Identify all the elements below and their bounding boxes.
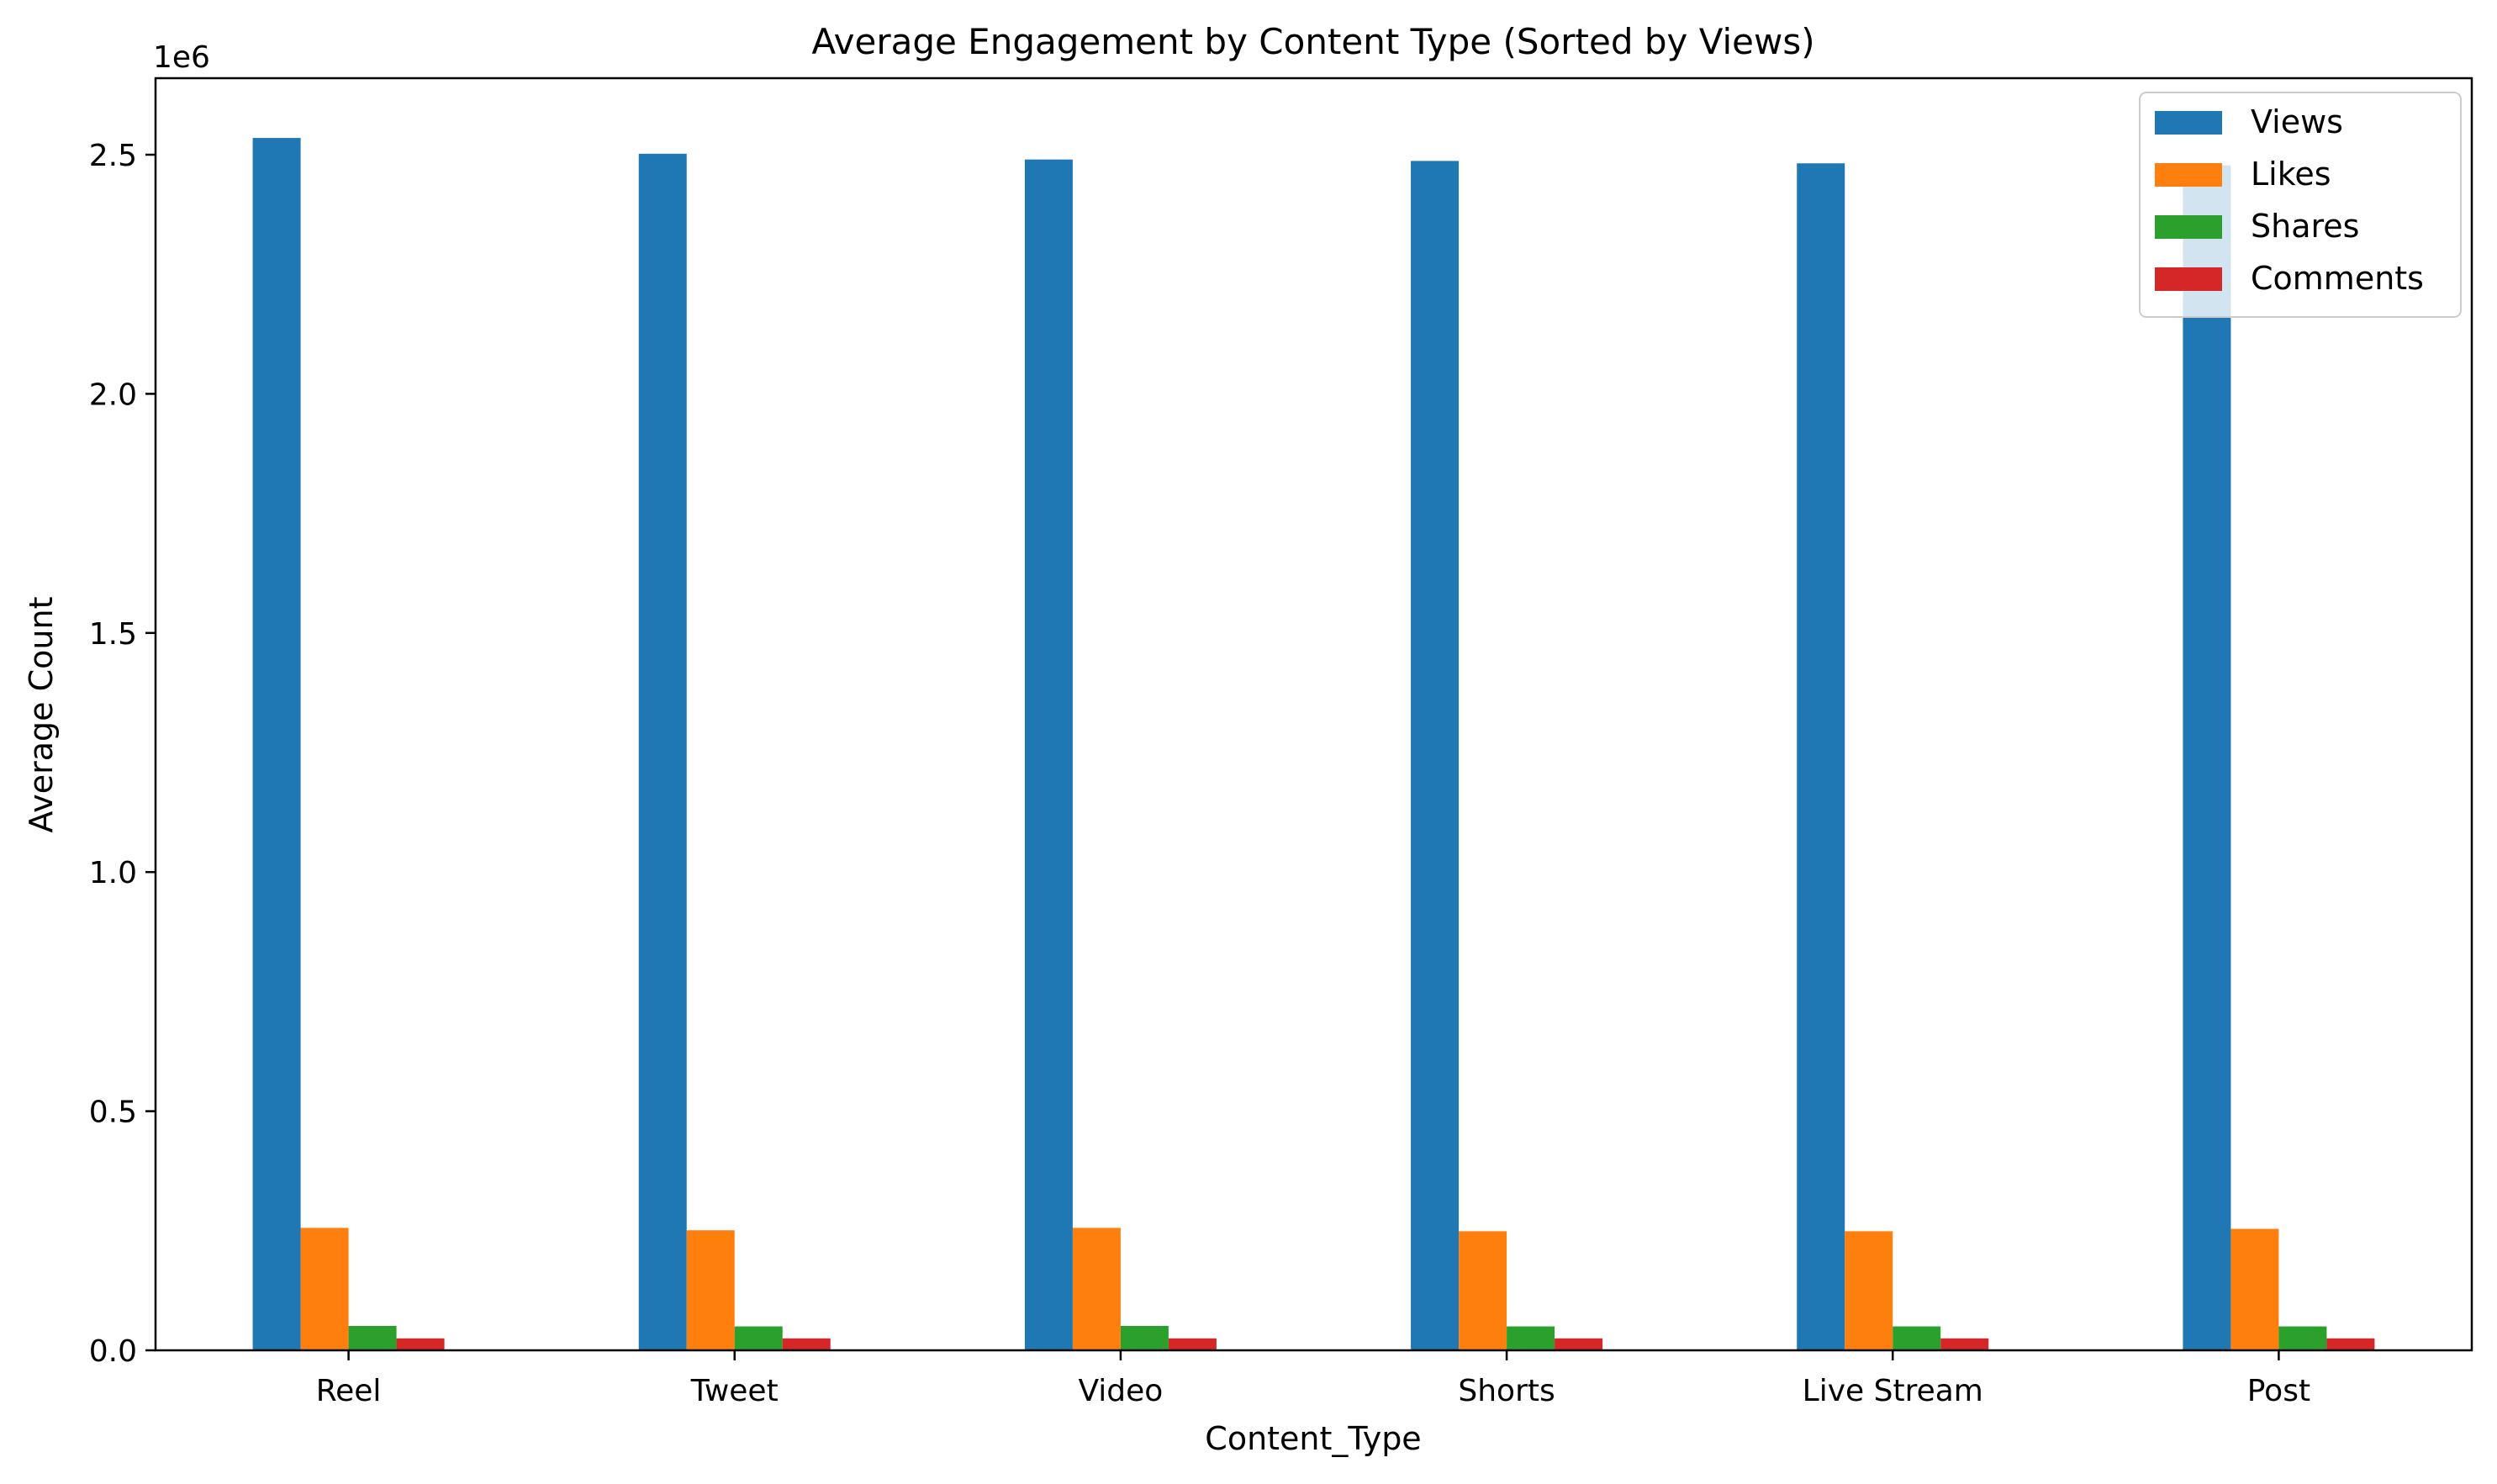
y-tick-label: 2.5 (89, 139, 137, 173)
bar-comments-reel (396, 1338, 445, 1350)
bar-likes-live-stream (1845, 1231, 1893, 1350)
y-tick-label: 0.5 (89, 1096, 137, 1130)
bar-shares-post (2278, 1326, 2327, 1350)
y-tick-label: 2.0 (89, 378, 137, 412)
y-tick-label: 0.0 (89, 1334, 137, 1369)
bar-likes-reel (300, 1228, 349, 1350)
bar-comments-shorts (1555, 1338, 1603, 1350)
legend-label-shares: Shares (2251, 208, 2359, 245)
bar-comments-live-stream (1940, 1338, 1989, 1350)
x-tick-label: Shorts (1458, 1374, 1555, 1408)
legend-label-comments: Comments (2251, 260, 2424, 297)
legend-label-views: Views (2251, 103, 2343, 140)
x-tick-label: Post (2247, 1374, 2310, 1408)
y-tick-label: 1.0 (89, 856, 137, 890)
bar-comments-video (1168, 1338, 1217, 1350)
bar-likes-video (1072, 1228, 1121, 1350)
y-offset-label: 1e6 (153, 40, 210, 75)
legend-box (2139, 92, 2462, 318)
legend-swatch-comments (2155, 267, 2222, 291)
bar-likes-tweet (686, 1230, 735, 1350)
bar-shares-reel (348, 1325, 397, 1350)
bar-likes-shorts (1459, 1231, 1507, 1350)
chart-title: Average Engagement by Content Type (Sort… (811, 21, 1814, 62)
x-tick-label: Tweet (690, 1374, 779, 1408)
legend-swatch-shares (2155, 215, 2222, 239)
x-tick-label: Reel (316, 1374, 382, 1408)
bar-shares-tweet (734, 1326, 783, 1350)
y-axis-label: Average Count (23, 597, 60, 833)
bar-shares-shorts (1507, 1326, 1555, 1350)
bar-views-tweet (638, 153, 687, 1351)
y-axis-ticks: 0.0 0.5 1.0 1.5 2.0 2.5 (89, 139, 156, 1369)
bars-group (252, 138, 2375, 1351)
legend-swatch-likes (2155, 163, 2222, 187)
bar-views-post (2183, 165, 2231, 1351)
plot-frame (154, 77, 2473, 1352)
legend-swatch-views (2155, 111, 2222, 135)
bar-shares-video (1120, 1325, 1169, 1350)
bar-comments-tweet (782, 1338, 831, 1350)
legend-label-likes: Likes (2251, 156, 2331, 193)
bar-views-video (1024, 159, 1073, 1350)
bar-comments-post (2326, 1338, 2375, 1350)
x-tick-label: Live Stream (1803, 1374, 1983, 1408)
x-tick-label: Video (1078, 1374, 1163, 1408)
bar-views-live-stream (1797, 163, 1845, 1351)
x-axis-label: Content_Type (1205, 1420, 1421, 1457)
y-tick-label: 1.5 (89, 617, 137, 652)
x-axis-ticks: Reel Tweet Video Shorts Live Stream Post (316, 1350, 2310, 1408)
legend: Views Likes Shares Comments (2139, 92, 2462, 318)
bar-likes-post (2230, 1228, 2279, 1350)
bar-views-reel (252, 138, 301, 1351)
bar-views-shorts (1411, 161, 1460, 1351)
bar-shares-live-stream (1893, 1326, 1941, 1350)
